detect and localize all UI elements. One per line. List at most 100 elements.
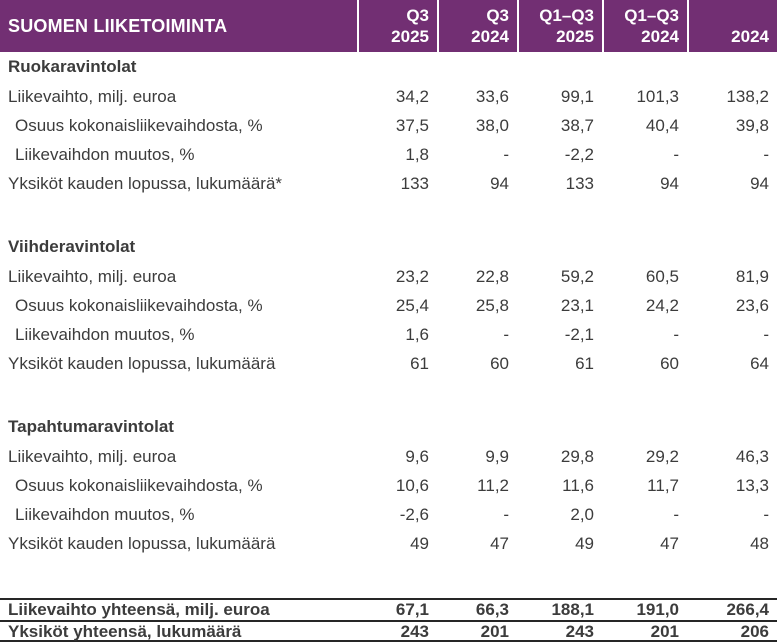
cell-value: 46,3 — [735, 446, 769, 466]
table-row: Liikevaihto, milj. euroa 34,2 33,6 99,1 101,… — [0, 82, 777, 111]
section-title-row: Tapahtumaravintolat — [0, 412, 777, 442]
total-value: 188,1 — [551, 600, 594, 619]
cell-value: 37,5 — [395, 115, 429, 135]
table-title: SUOMEN LIIKETOIMINTA — [8, 15, 228, 36]
total-value: 243 — [565, 622, 594, 641]
cell-value: 23,6 — [735, 295, 769, 315]
cell-value: 13,3 — [735, 475, 769, 495]
table-row: Osuus kokonaisliikevaihdosta, % 10,6 11,2 1… — [0, 471, 777, 500]
column-header: Q3 2025 — [357, 0, 437, 52]
cell-value: 133 — [400, 173, 429, 193]
total-label: Yksiköt yhteensä, lukumäärä — [8, 622, 242, 641]
total-value: 67,1 — [395, 600, 429, 619]
cell-value: - — [503, 504, 509, 524]
row-label: Osuus kokonaisliikevaihdosta, % — [15, 475, 263, 495]
cell-value: - — [763, 324, 769, 344]
cell-value: 47 — [660, 533, 679, 553]
cell-value: 11,6 — [562, 475, 594, 495]
column-year-label: 2024 — [471, 27, 509, 46]
row-label: Liikevaihto, milj. euroa — [8, 86, 177, 106]
total-value: 266,4 — [726, 600, 769, 619]
column-period-label: Q3 — [406, 6, 429, 25]
table-row: Liikevaihto, milj. euroa 23,2 22,8 59,2 60,5… — [0, 262, 777, 291]
row-label: Osuus kokonaisliikevaihdosta, % — [15, 295, 263, 315]
cell-value: 23,1 — [560, 295, 594, 315]
cell-value: 64 — [750, 353, 769, 373]
cell-value: 1,8 — [405, 144, 429, 164]
section-title: Viihderavintolat — [8, 237, 136, 256]
table-row: Yksiköt kauden lopussa, lukumäärä 49 47 49 4… — [0, 529, 777, 558]
cell-value: 29,2 — [645, 446, 679, 466]
cell-value: 40,4 — [645, 115, 679, 135]
cell-value: 61 — [575, 353, 594, 373]
column-year-label: 2025 — [556, 27, 594, 46]
row-label: Liikevaihto, milj. euroa — [8, 266, 177, 286]
totals-block: Liikevaihto yhteensä, milj. euroa 67,1 66,… — [0, 598, 777, 642]
cell-value: - — [673, 324, 679, 344]
cell-value: 10,6 — [395, 475, 429, 495]
cell-value: 94 — [490, 173, 509, 193]
cell-value: 60 — [660, 353, 679, 373]
table-row: Liikevaihto, milj. euroa 9,6 9,9 29,8 29,2 46… — [0, 442, 777, 471]
cell-value: 33,6 — [475, 86, 509, 106]
cell-value: 25,8 — [475, 295, 509, 315]
cell-value: -2,2 — [564, 144, 594, 164]
column-period-label: Q1–Q3 — [624, 6, 679, 25]
cell-value: 94 — [750, 173, 769, 193]
row-label: Liikevaihdon muutos, % — [15, 504, 195, 524]
cell-value: 29,8 — [560, 446, 594, 466]
cell-value: 11,2 — [477, 475, 509, 495]
column-header: Q1–Q3 2025 — [517, 0, 602, 52]
column-period-label: Q3 — [486, 6, 509, 25]
total-row: Yksiköt yhteensä, lukumäärä 243 201 243 201 2… — [0, 620, 777, 641]
column-header: 2024 — [687, 0, 777, 52]
section-title-row: Viihderavintolat — [0, 232, 777, 262]
cell-value: 49 — [575, 533, 594, 553]
section-title: Tapahtumaravintolat — [8, 417, 174, 436]
cell-value: 99,1 — [560, 86, 594, 106]
row-label: Liikevaihdon muutos, % — [15, 144, 195, 164]
row-label: Yksiköt kauden lopussa, lukumäärä — [8, 533, 276, 553]
table-row: Osuus kokonaisliikevaihdosta, % 37,5 38,0 3… — [0, 111, 777, 140]
total-value: 243 — [400, 622, 429, 641]
section-title: Ruokaravintolat — [8, 57, 137, 76]
cell-value: 60,5 — [645, 266, 679, 286]
row-label: Yksiköt kauden lopussa, lukumäärä* — [8, 173, 283, 193]
cell-value: 61 — [410, 353, 429, 373]
table-row: Yksiköt kauden lopussa, lukumäärä 61 60 61 6… — [0, 349, 777, 378]
cell-value: - — [763, 504, 769, 524]
cell-value: -2,1 — [564, 324, 594, 344]
column-period-label: Q1–Q3 — [539, 6, 594, 25]
cell-value: 9,6 — [405, 446, 429, 466]
table-body: Ruokaravintolat Liikevaihto, milj. euroa 3… — [0, 52, 777, 642]
cell-value: 34,2 — [395, 86, 429, 106]
section-gap — [0, 558, 777, 598]
cell-value: 49 — [410, 533, 429, 553]
table-row: Liikevaihdon muutos, % 1,8 - -2,2 - - — [0, 140, 777, 169]
row-label: Osuus kokonaisliikevaihdosta, % — [15, 115, 263, 135]
cell-value: 47 — [490, 533, 509, 553]
cell-value: 133 — [565, 173, 594, 193]
column-year-label: 2024 — [641, 27, 679, 46]
cell-value: 38,7 — [560, 115, 594, 135]
table-row: Liikevaihdon muutos, % 1,6 - -2,1 - - — [0, 320, 777, 349]
cell-value: -2,6 — [399, 504, 429, 524]
total-value: 201 — [650, 622, 679, 641]
total-value: 66,3 — [475, 600, 509, 619]
section-title-row: Ruokaravintolat — [0, 52, 777, 82]
cell-value: 25,4 — [395, 295, 429, 315]
cell-value: 81,9 — [735, 266, 769, 286]
cell-value: - — [673, 144, 679, 164]
table-row: Liikevaihdon muutos, % -2,6 - 2,0 - - — [0, 500, 777, 529]
total-label: Liikevaihto yhteensä, milj. euroa — [8, 600, 270, 619]
total-value: 206 — [740, 622, 769, 641]
cell-value: - — [763, 144, 769, 164]
cell-value: 59,2 — [560, 266, 594, 286]
total-value: 201 — [480, 622, 509, 641]
cell-value: 2,0 — [570, 504, 594, 524]
column-year-label: 2025 — [391, 27, 429, 46]
row-label: Yksiköt kauden lopussa, lukumäärä — [8, 353, 276, 373]
table-header-row: SUOMEN LIIKETOIMINTA Q3 2025 Q3 2024 Q1–Q3 20… — [0, 0, 777, 52]
cell-value: - — [503, 144, 509, 164]
